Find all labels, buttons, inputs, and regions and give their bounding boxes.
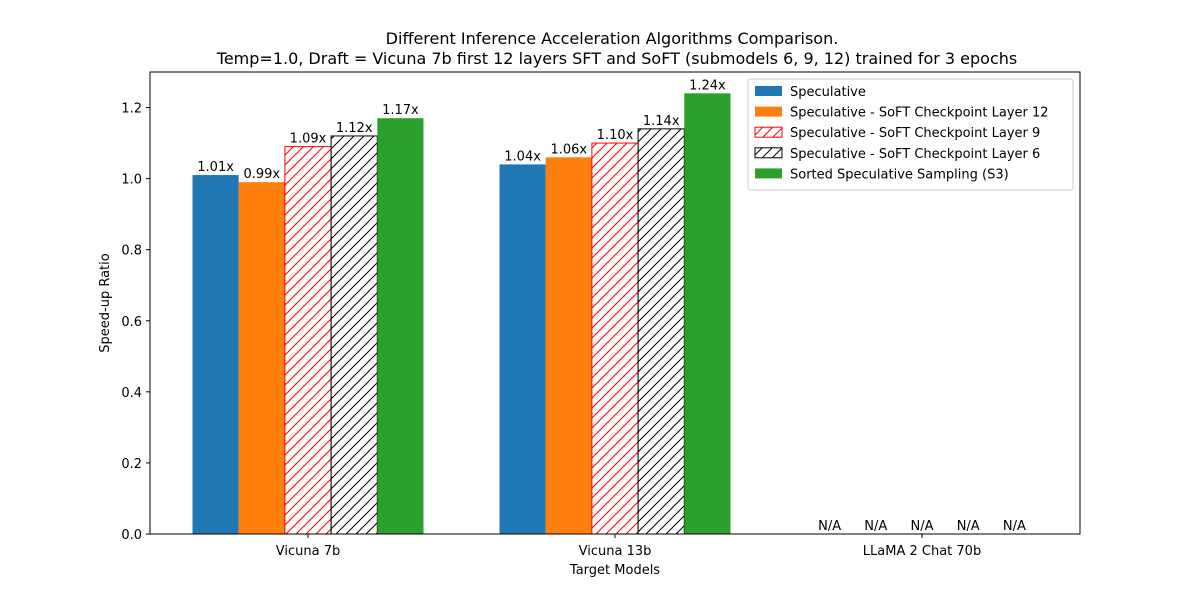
bar-label: 1.10x xyxy=(597,128,634,143)
legend-label: Speculative - SoFT Checkpoint Layer 6 xyxy=(790,147,1040,162)
chart-title: Different Inference Acceleration Algorit… xyxy=(386,29,839,48)
y-axis-label: Speed-up Ratio xyxy=(98,253,113,352)
bar-label: 0.99x xyxy=(243,167,280,182)
bar-label: N/A xyxy=(957,519,980,534)
legend-swatch xyxy=(755,86,782,96)
x-tick-label: Vicuna 13b xyxy=(579,544,652,559)
x-tick-label: LLaMA 2 Chat 70b xyxy=(863,544,981,559)
bar-label: N/A xyxy=(1003,519,1026,534)
legend: Speculative Speculative - SoFT Checkpoint… xyxy=(747,78,1074,191)
y-tick-label: 0.6 xyxy=(121,315,142,330)
y-tick-label: 0.4 xyxy=(121,386,142,401)
legend-swatch xyxy=(754,126,783,138)
bar-label: N/A xyxy=(818,519,841,534)
x-tick-label: Vicuna 7b xyxy=(276,544,340,559)
bar-label: 1.01x xyxy=(197,160,234,175)
bar-5-2 xyxy=(684,93,731,535)
bar-label: N/A xyxy=(864,519,887,534)
bar-3-1 xyxy=(284,146,332,535)
x-axis-label: Target Models xyxy=(569,563,660,578)
legend-box xyxy=(747,78,1074,191)
legend-swatch xyxy=(755,168,782,179)
y-tick-label: 0.8 xyxy=(121,244,142,259)
legend-swatch xyxy=(754,147,783,159)
bar-1-1 xyxy=(192,175,239,535)
bar-label: 1.06x xyxy=(550,142,587,157)
bar-label: 1.17x xyxy=(382,103,419,118)
legend-label: Speculative xyxy=(790,85,866,100)
y-tick-label: 1.0 xyxy=(121,173,142,188)
bar-labels-layer: 1.01x 1.04x N/A 0.99x 1.06x N/A 1.09x 1.10x N/A 1… xyxy=(197,78,1026,534)
legend-label: Sorted Speculative Sampling (S3) xyxy=(790,167,1009,182)
bar-2-2 xyxy=(545,157,592,535)
bar-1-2 xyxy=(499,164,546,534)
bar-label: 1.04x xyxy=(504,149,541,164)
y-tick-label: 0.2 xyxy=(121,457,142,472)
chart-subtitle: Temp=1.0, Draft = Vicuna 7b first 12 lay… xyxy=(216,49,1017,68)
bar-label: 1.14x xyxy=(643,114,680,129)
legend-label: Speculative - SoFT Checkpoint Layer 12 xyxy=(790,106,1049,121)
bar-4-1 xyxy=(330,135,378,535)
bar-label: N/A xyxy=(911,519,934,534)
bars-layer xyxy=(192,93,731,535)
bar-label: 1.12x xyxy=(336,121,373,136)
bar-4-2 xyxy=(637,128,685,535)
bar-label: 1.09x xyxy=(290,132,327,147)
legend-label: Speculative - SoFT Checkpoint Layer 9 xyxy=(790,126,1040,141)
y-tick-label: 1.2 xyxy=(121,102,142,117)
axes-layer: 0.0 0.2 0.4 0.6 0.8 1.0 1.2 Vicuna 7b Vicuna 13b… xyxy=(121,71,1081,559)
y-tick-label: 0.0 xyxy=(121,528,142,543)
bar-3-2 xyxy=(591,142,639,535)
bar-5-1 xyxy=(377,118,424,534)
bar-2-1 xyxy=(238,182,285,534)
legend-swatch xyxy=(755,106,782,117)
bar-label: 1.24x xyxy=(689,78,726,93)
